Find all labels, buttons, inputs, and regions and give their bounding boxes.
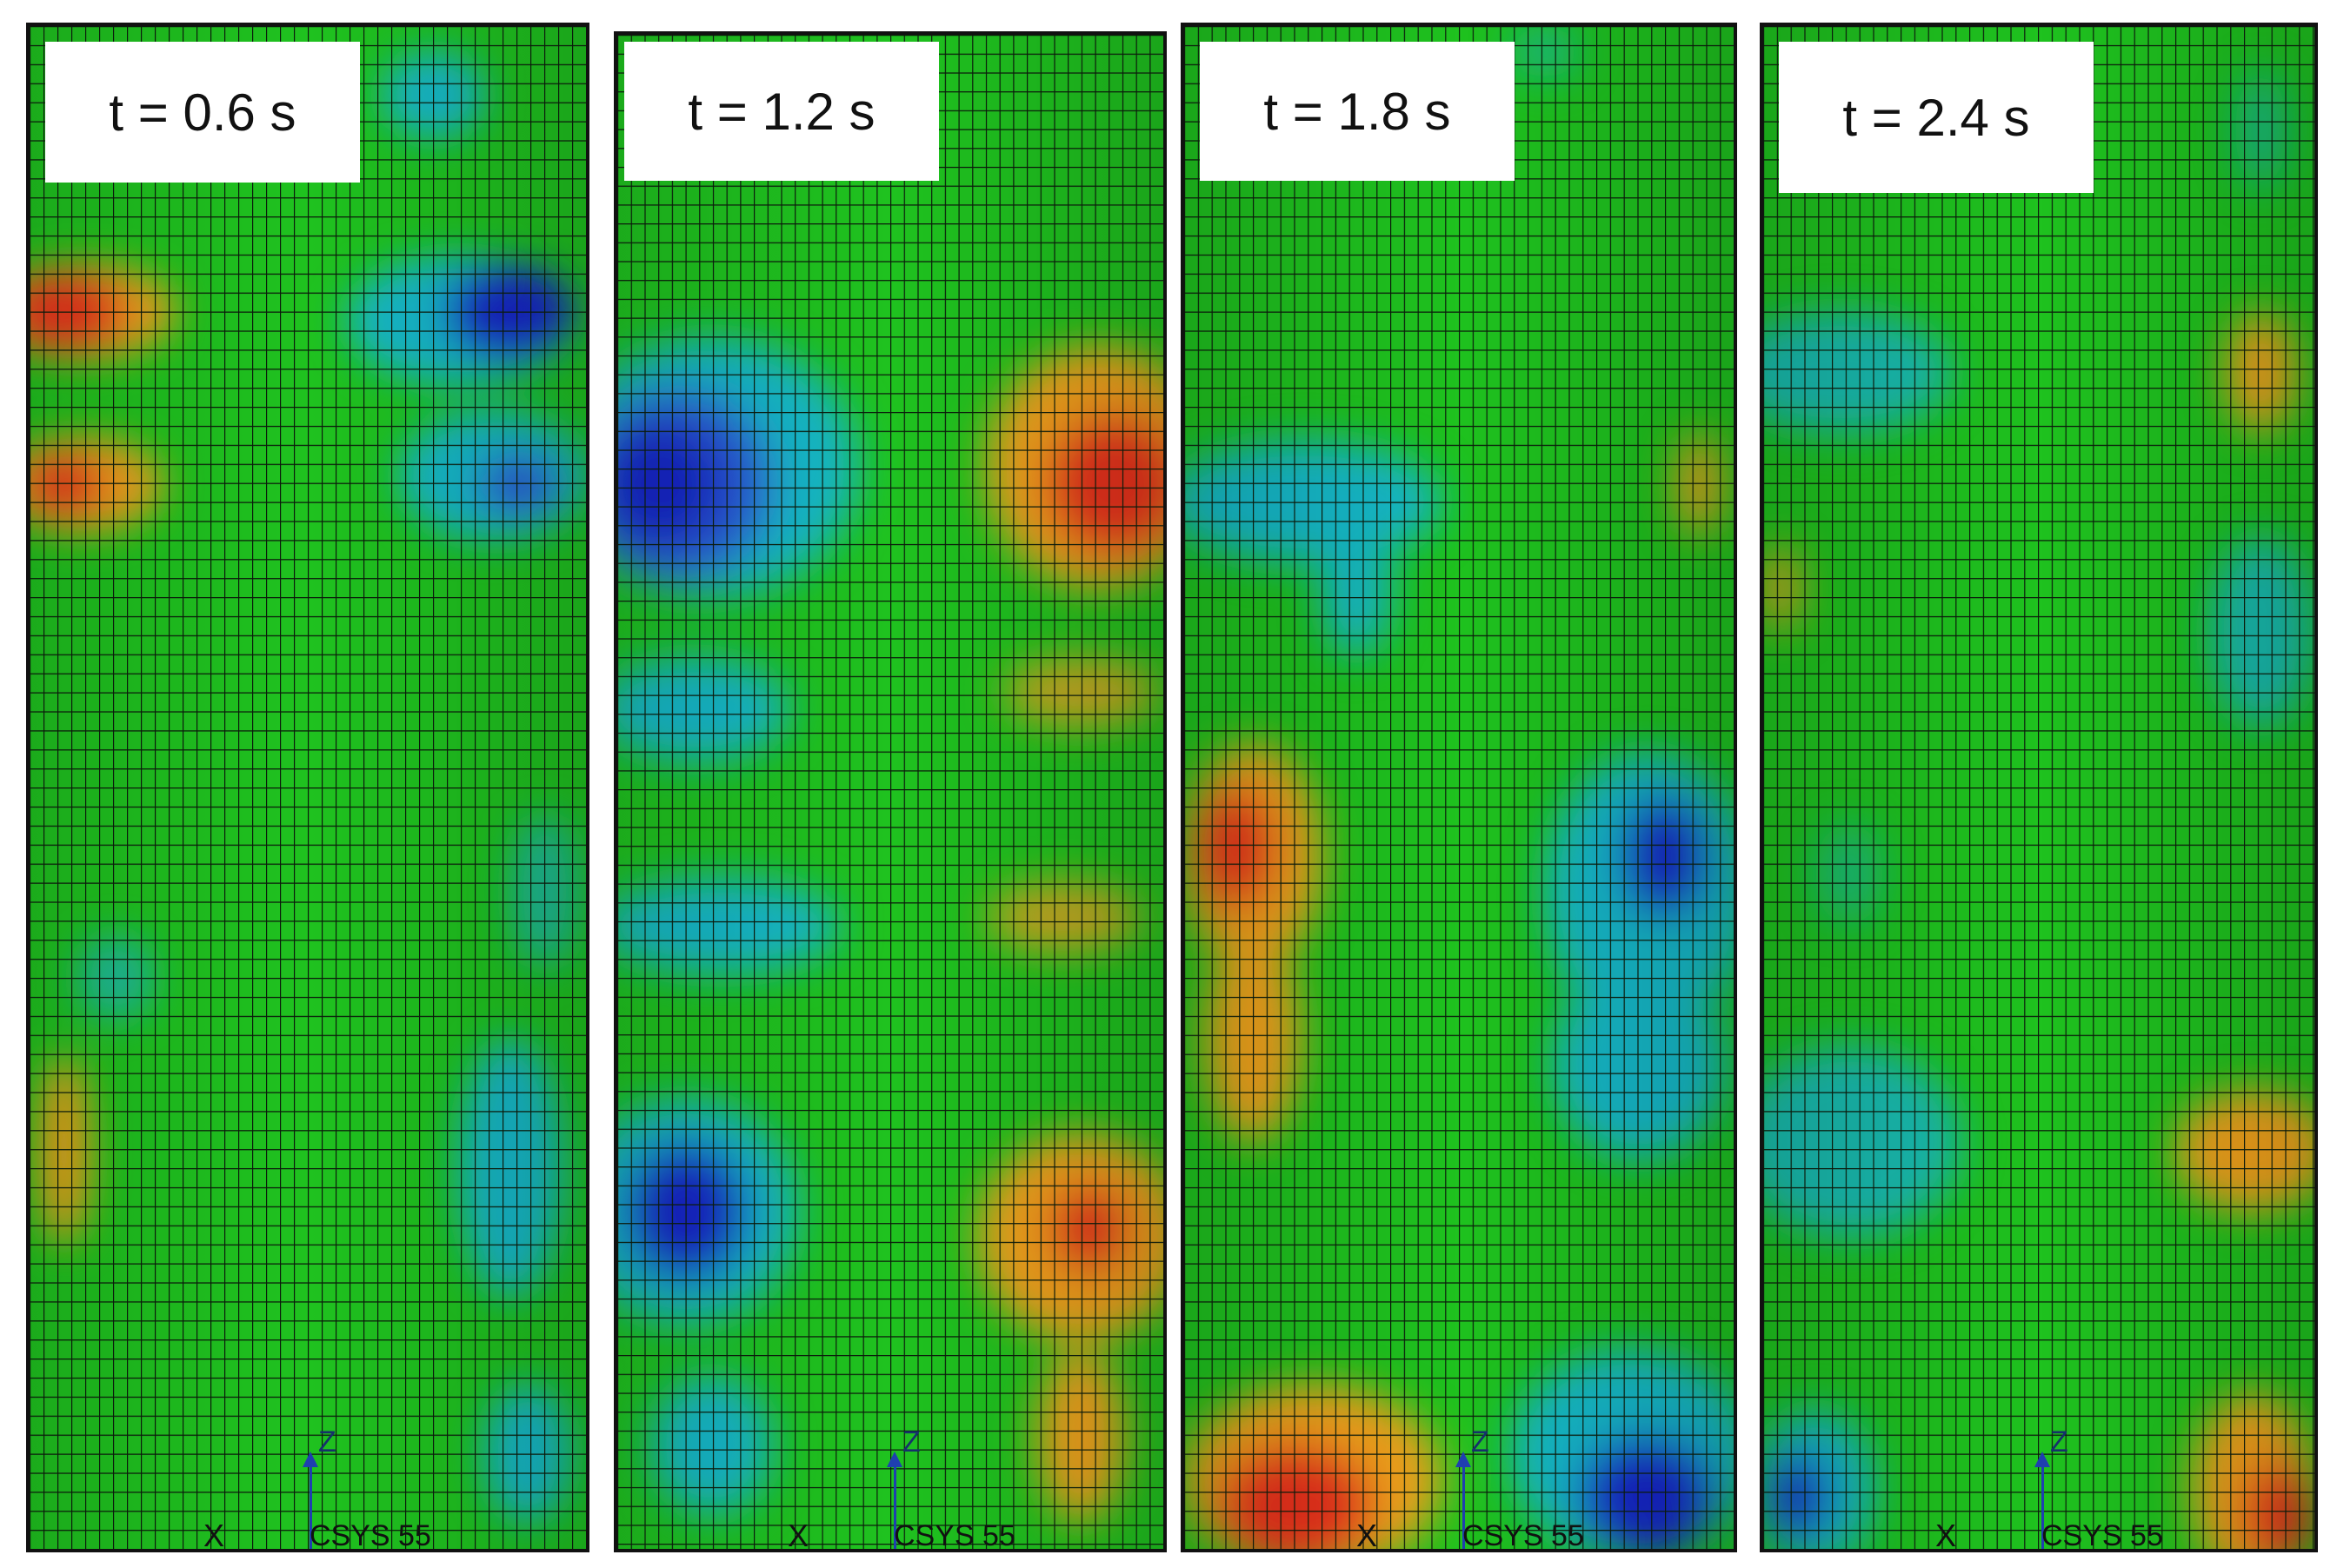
time-label: t = 1.8 s (1200, 42, 1515, 181)
x-axis-label: X (788, 1518, 809, 1552)
contour-panel-3: t = 1.8 s Z X CSYS 55 (1181, 23, 1737, 1552)
z-axis-arrow-icon (303, 1452, 318, 1467)
x-axis-label: X (203, 1518, 225, 1552)
contour-panel-2: t = 1.2 s Z X CSYS 55 (614, 31, 1167, 1552)
z-axis-line (2041, 1465, 2044, 1549)
z-axis-line (310, 1465, 312, 1549)
coordinate-system-label: CSYS 55 (1462, 1519, 1584, 1552)
x-axis-label: X (1356, 1518, 1378, 1552)
z-axis-line (1462, 1465, 1465, 1549)
time-label: t = 2.4 s (1779, 42, 2094, 193)
z-axis-arrow-icon (2034, 1452, 2050, 1467)
z-axis-label: Z (318, 1425, 336, 1458)
contour-field-4 (1763, 26, 2314, 1549)
coordinate-system-label: CSYS 55 (310, 1519, 431, 1552)
contour-panel-4: t = 2.4 s Z X CSYS 55 (1760, 23, 2318, 1552)
z-axis-arrow-icon (1455, 1452, 1471, 1467)
z-axis-label: Z (2050, 1425, 2068, 1458)
contour-panel-1: t = 0.6 s Z X CSYS 55 (26, 23, 589, 1552)
time-label: t = 1.2 s (624, 42, 939, 181)
z-axis-label: Z (1471, 1425, 1489, 1458)
x-axis-label: X (1935, 1518, 1957, 1552)
time-label: t = 0.6 s (45, 42, 360, 183)
z-axis-line (894, 1465, 896, 1549)
z-axis-label: Z (902, 1425, 921, 1458)
z-axis-arrow-icon (887, 1452, 902, 1467)
contour-field-2 (617, 35, 1163, 1549)
coordinate-system-label: CSYS 55 (2041, 1519, 2163, 1552)
contour-field-3 (1184, 26, 1734, 1549)
coordinate-system-label: CSYS 55 (894, 1519, 1015, 1552)
contour-field-1 (30, 26, 586, 1549)
